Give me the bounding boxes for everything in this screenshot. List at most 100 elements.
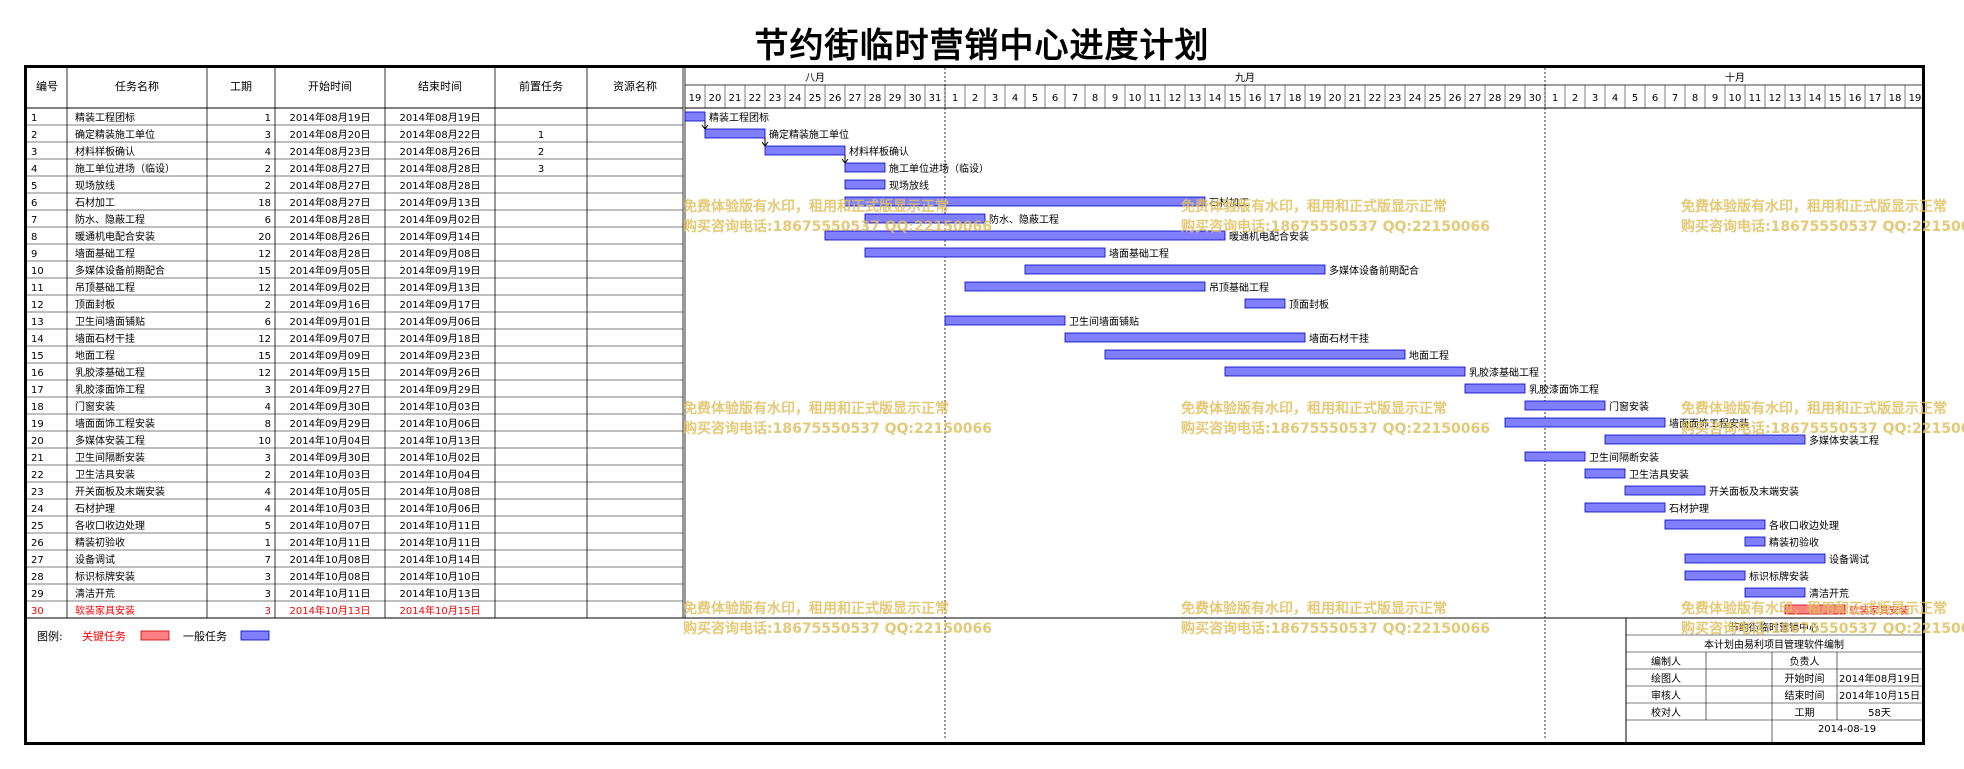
cell-end: 2014年10月15日: [400, 604, 481, 617]
day-label: 7: [1672, 93, 1678, 104]
info-box-cell: 2014年10月15日: [1839, 689, 1920, 702]
cell-id: 25: [31, 521, 44, 532]
cell-id: 28: [31, 572, 44, 583]
cell-end: 2014年10月06日: [400, 417, 481, 430]
cell-duration: 3: [265, 572, 271, 583]
cell-duration: 7: [265, 555, 271, 566]
cell-start: 2014年09月02日: [290, 281, 371, 294]
gantt-frame: 编号 任务名称 工期 开始时间 结束时间 前置任务 资源名称 八月 九月 十月 19 20 21 22 23…: [24, 65, 1925, 745]
cell-start: 2014年10月04日: [290, 434, 371, 447]
cell-task-name: 墙面面饰工程安装: [75, 417, 155, 430]
day-label: 20: [1329, 93, 1342, 104]
cell-start: 2014年10月11日: [290, 587, 371, 600]
gantt-bar: [1624, 485, 1706, 496]
cell-id: 12: [31, 300, 44, 311]
cell-task-name: 墙面石材干挂: [75, 332, 135, 345]
month-label: 十月: [1725, 71, 1745, 84]
day-label: 25: [809, 93, 822, 104]
gantt-bar: [1584, 502, 1666, 513]
cell-start: 2014年09月30日: [290, 400, 371, 413]
cell-duration: 6: [265, 215, 271, 226]
cell-task-name: 乳胶漆基础工程: [75, 366, 145, 379]
cell-end: 2014年09月13日: [400, 281, 481, 294]
gantt-bar-label: 卫生间墙面铺贴: [1069, 315, 1139, 328]
cell-start: 2014年10月07日: [290, 519, 371, 532]
gantt-bar-label: 地面工程: [1409, 349, 1449, 362]
cell-duration: 1: [265, 538, 271, 549]
cell-predecessor: 1: [538, 130, 544, 141]
day-label: 8: [1692, 93, 1698, 104]
cell-end: 2014年08月22日: [400, 128, 481, 141]
day-label: 13: [1189, 93, 1202, 104]
cell-task-name: 卫生间隔断安装: [75, 451, 145, 464]
gantt-bar-label: 精装工程团标: [709, 111, 769, 124]
cell-start: 2014年10月11日: [290, 536, 371, 549]
legend-critical-label: 关键任务: [82, 629, 126, 643]
cell-duration: 3: [265, 589, 271, 600]
gantt-bar-label: 各收口收边处理: [1769, 519, 1839, 532]
day-label: 20: [709, 93, 722, 104]
cell-task-name: 现场放线: [75, 179, 115, 192]
cell-id: 21: [31, 453, 44, 464]
gantt-bar-label: 施工单位进场（临设）: [889, 162, 989, 175]
cell-task-name: 精装初验收: [75, 536, 125, 549]
day-label: 18: [1289, 93, 1302, 104]
gantt-bar: [844, 196, 1206, 207]
day-label: 19: [1909, 93, 1922, 104]
gantt-bar: [1244, 298, 1286, 309]
column-header: 结束时间: [418, 80, 462, 93]
day-label: 15: [1829, 93, 1842, 104]
day-label: 21: [1349, 93, 1362, 104]
cell-end: 2014年09月17日: [400, 298, 481, 311]
cell-duration: 20: [258, 232, 271, 243]
info-box-cell: 结束时间: [1785, 689, 1825, 702]
day-label: 4: [1612, 93, 1618, 104]
cell-end: 2014年09月08日: [400, 247, 481, 260]
cell-id: 27: [31, 555, 44, 566]
gantt-bar: [1584, 468, 1626, 479]
legend-label: 图例:: [37, 629, 63, 643]
gantt-bar-label: 软装家具安装: [1849, 604, 1909, 617]
cell-start: 2014年09月29日: [290, 417, 371, 430]
day-label: 29: [1509, 93, 1522, 104]
cell-task-name: 多媒体安装工程: [75, 434, 145, 447]
gantt-bar: [824, 230, 1226, 241]
info-box-cell: 工期: [1795, 707, 1815, 719]
cell-id: 15: [31, 351, 44, 362]
day-label: 5: [1632, 93, 1638, 104]
cell-start: 2014年10月03日: [290, 502, 371, 515]
cell-start: 2014年10月08日: [290, 553, 371, 566]
cell-id: 2: [31, 130, 37, 141]
info-box-cell: 审核人: [1651, 689, 1681, 702]
cell-id: 4: [31, 164, 37, 175]
cell-start: 2014年09月01日: [290, 315, 371, 328]
gantt-bar: [1104, 349, 1406, 360]
cell-duration: 3: [265, 606, 271, 617]
cell-task-name: 吊顶基础工程: [75, 281, 135, 294]
gantt-bar-label: 墙面面饰工程安装: [1669, 417, 1749, 430]
gantt-bar-label: 设备调试: [1829, 553, 1869, 566]
cell-start: 2014年08月28日: [290, 247, 371, 260]
cell-id: 9: [31, 249, 37, 260]
day-label: 19: [1309, 93, 1322, 104]
cell-task-name: 顶面封板: [75, 298, 115, 311]
day-label: 14: [1209, 93, 1222, 104]
cell-start: 2014年09月15日: [290, 366, 371, 379]
gantt-bar: [864, 213, 986, 224]
cell-id: 30: [31, 606, 44, 617]
cell-task-name: 标识标牌安装: [75, 570, 135, 583]
month-label: 九月: [1235, 72, 1255, 84]
column-header: 前置任务: [519, 79, 563, 93]
day-label: 17: [1269, 93, 1282, 104]
cell-task-name: 开关面板及末端安装: [75, 485, 165, 498]
day-label: 7: [1072, 93, 1078, 104]
gantt-bar-label: 防水、隐蔽工程: [989, 213, 1059, 226]
cell-duration: 12: [258, 249, 271, 260]
cell-task-name: 石材护理: [75, 502, 115, 515]
legend-critical-swatch: [140, 630, 170, 641]
gantt-bar: [1524, 400, 1606, 411]
gantt-bar: [1224, 366, 1466, 377]
cell-end: 2014年09月29日: [400, 383, 481, 396]
column-header: 开始时间: [308, 79, 352, 93]
dependency-arrowhead: [701, 124, 709, 130]
